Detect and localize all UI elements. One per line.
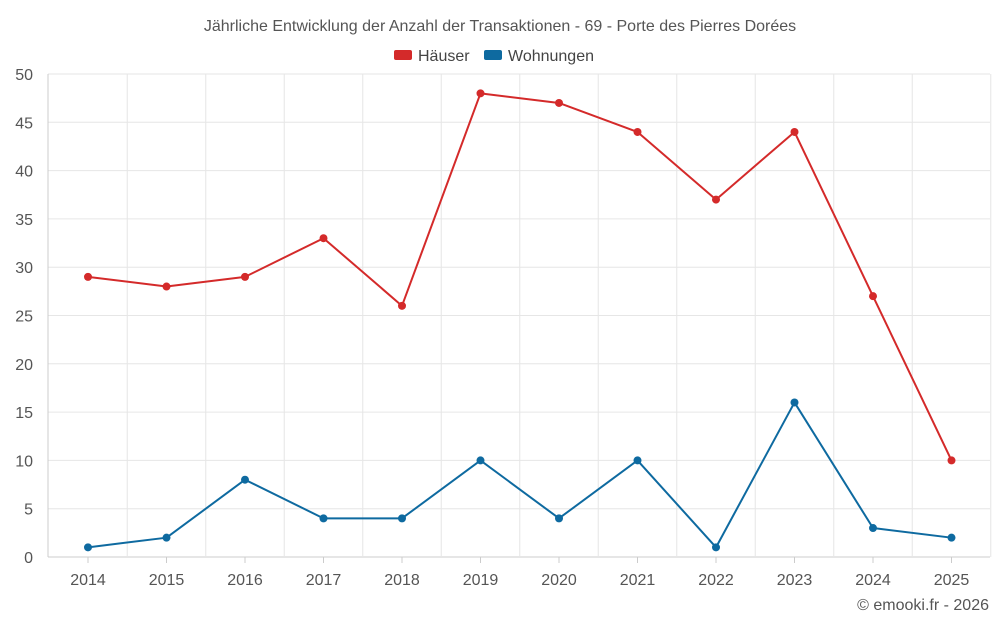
data-point-wohnungen[interactable] bbox=[319, 514, 328, 523]
x-tick-label: 2020 bbox=[541, 572, 577, 589]
data-point-haeuser[interactable] bbox=[790, 127, 799, 136]
x-tick-label: 2021 bbox=[620, 572, 656, 589]
data-point-wohnungen[interactable] bbox=[241, 475, 249, 484]
data-point-wohnungen[interactable] bbox=[712, 543, 720, 552]
x-tick-label: 2023 bbox=[777, 572, 813, 589]
y-tick-label: 50 bbox=[15, 67, 33, 84]
series bbox=[84, 89, 956, 552]
data-point-wohnungen[interactable] bbox=[476, 456, 485, 465]
data-point-wohnungen[interactable] bbox=[869, 524, 877, 533]
grid bbox=[47, 73, 992, 558]
legend: Häuser Wohnungen bbox=[394, 48, 594, 65]
y-tick-label: 45 bbox=[15, 115, 33, 132]
y-tick-label: 10 bbox=[15, 453, 33, 470]
legend-label-haeuser[interactable]: Häuser bbox=[418, 48, 470, 65]
x-tick-label: 2014 bbox=[70, 572, 106, 589]
y-tick-label: 15 bbox=[15, 405, 33, 422]
y-tick-label: 5 bbox=[24, 502, 33, 519]
series-line-haeuser bbox=[87, 92, 953, 461]
data-point-haeuser[interactable] bbox=[633, 127, 642, 136]
data-point-wohnungen[interactable] bbox=[162, 533, 171, 542]
data-point-wohnungen[interactable] bbox=[790, 398, 799, 407]
legend-swatch-wohnungen bbox=[484, 50, 502, 60]
y-tick-label: 25 bbox=[15, 309, 33, 326]
x-tick-label: 2016 bbox=[227, 572, 263, 589]
data-point-wohnungen[interactable] bbox=[947, 533, 956, 542]
data-point-haeuser[interactable] bbox=[712, 195, 720, 204]
data-point-wohnungen[interactable] bbox=[633, 456, 642, 465]
x-tick-label: 2019 bbox=[463, 572, 499, 589]
data-point-haeuser[interactable] bbox=[84, 272, 92, 281]
y-tick-label: 0 bbox=[24, 550, 33, 567]
data-point-wohnungen[interactable] bbox=[555, 514, 563, 523]
data-point-haeuser[interactable] bbox=[869, 292, 877, 301]
data-point-haeuser[interactable] bbox=[476, 89, 485, 98]
x-tick-label: 2024 bbox=[855, 572, 891, 589]
chart-title: Jährliche Entwicklung der Anzahl der Tra… bbox=[204, 18, 796, 35]
data-point-haeuser[interactable] bbox=[398, 301, 406, 310]
x-tick-label: 2018 bbox=[384, 572, 420, 589]
y-tick-label: 40 bbox=[15, 164, 33, 181]
data-point-haeuser[interactable] bbox=[162, 282, 171, 291]
legend-swatch-haeuser bbox=[394, 50, 412, 60]
y-tick-label: 35 bbox=[15, 212, 33, 229]
x-tick-label: 2015 bbox=[149, 572, 185, 589]
data-point-haeuser[interactable] bbox=[947, 456, 956, 465]
data-point-wohnungen[interactable] bbox=[398, 514, 406, 523]
x-tick-label: 2017 bbox=[306, 572, 342, 589]
y-tick-label: 30 bbox=[15, 260, 33, 277]
series-line-wohnungen bbox=[87, 401, 952, 549]
y-tick-label: 20 bbox=[15, 357, 33, 374]
legend-label-wohnungen[interactable]: Wohnungen bbox=[508, 48, 594, 65]
data-point-wohnungen[interactable] bbox=[84, 543, 92, 552]
data-point-haeuser[interactable] bbox=[241, 272, 249, 281]
data-point-haeuser[interactable] bbox=[555, 98, 563, 107]
credit-text: © emooki.fr - 2026 bbox=[857, 597, 989, 614]
data-point-haeuser[interactable] bbox=[319, 234, 328, 243]
x-tick-label: 2022 bbox=[698, 572, 734, 589]
x-tick-label: 2025 bbox=[934, 572, 970, 589]
